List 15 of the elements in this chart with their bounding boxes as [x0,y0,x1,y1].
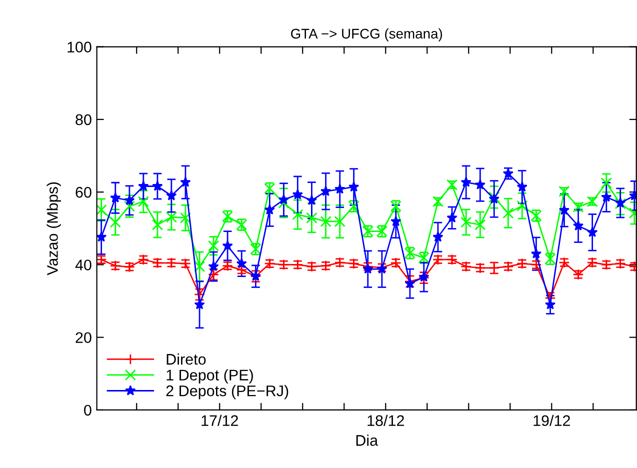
x-tick-label: 17/12 [202,414,238,426]
y-tick-label: 20 [76,332,92,344]
x-tick-label: 18/12 [368,414,404,426]
x-axis-title: Dia [356,434,378,446]
chart-title: GTA −> UFCG (semana) [291,28,442,42]
y-tick-label: 40 [75,260,92,270]
y-tick-label: 80 [76,114,92,126]
y-tick-label: 100 [68,42,92,52]
legend-label: Direto [166,353,206,365]
legend-label: 2 Depots (PE−RJ) [166,385,288,400]
x-tick-label: 19/12 [534,414,570,426]
y-axis-title: Vazao (Mbps) [46,182,61,276]
y-tick-label: 0 [84,404,92,416]
legend-label: 1 Depot (PE) [166,369,253,384]
y-tick-label: 60 [76,186,92,198]
